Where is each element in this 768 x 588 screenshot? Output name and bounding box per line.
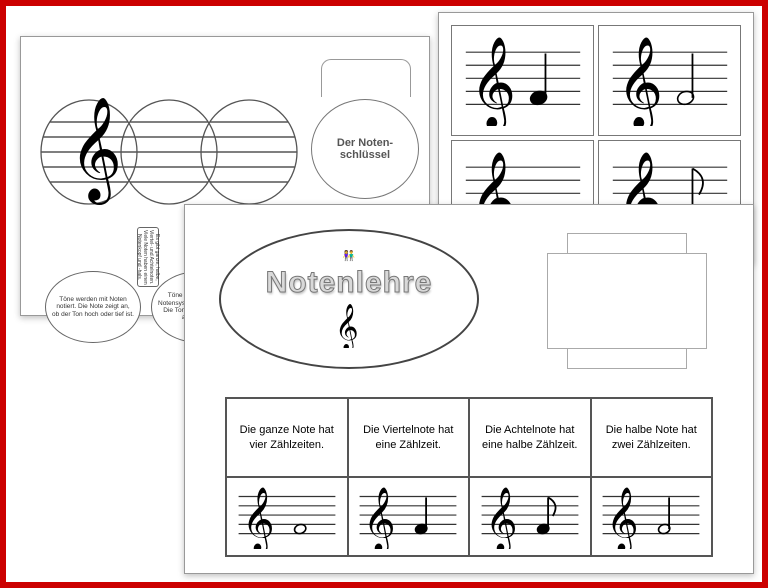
- memo-fold: Noten-werte-Memo: [547, 233, 707, 369]
- staff-note-icon: 𝄞: [353, 485, 463, 549]
- note-icon-cell: 𝄞: [469, 477, 591, 556]
- notenschluessel-label: Der Noten-schlüssel: [337, 137, 393, 161]
- note-value-table: Die ganze Note hat vier Zählzeiten. Die …: [225, 397, 713, 557]
- notenschluessel-oval: Der Noten-schlüssel: [311, 99, 419, 199]
- note-text-cell: Die ganze Note hat vier Zählzeiten.: [226, 398, 348, 477]
- staff-note-icon: 𝄞: [458, 36, 588, 126]
- staff-note-icon: 𝄞: [605, 36, 735, 126]
- note-text-cell: Die halbe Note hat zwei Zählzeiten.: [591, 398, 713, 477]
- staff-note-icon: 𝄞: [475, 485, 585, 549]
- note-text-cell: Die Achtelnote hat eine halbe Zählzeit.: [469, 398, 591, 477]
- flower-stem-text: Es gibt ganze, halbe, Viertel- und Achte…: [137, 227, 159, 287]
- kids-icon: 👫: [343, 251, 355, 262]
- svg-text:𝄞: 𝄞: [363, 486, 396, 548]
- staff-note-icon: 𝄞: [596, 485, 706, 549]
- note-icon-cell: 𝄞: [226, 477, 348, 556]
- note-icon-cell: 𝄞: [591, 477, 713, 556]
- main-sheet: 👫 Notenlehre 𝄞 Noten-werte-Memo Die ganz…: [184, 204, 754, 574]
- note-card: 𝄞: [451, 25, 594, 136]
- staff-note-icon: 𝄞: [232, 485, 342, 549]
- svg-text:𝄞: 𝄞: [485, 486, 518, 548]
- note-text-cell: Die Viertelnote hat eine Zählzeit.: [348, 398, 470, 477]
- treble-clef-icon: 𝄞: [69, 98, 122, 205]
- note-icon-cell: 𝄞: [348, 477, 470, 556]
- svg-text:𝄞: 𝄞: [616, 38, 662, 126]
- treble-clef-icon: 𝄞: [335, 304, 363, 348]
- flower-petal-left: Töne werden mit Noten notiert. Die Note …: [45, 271, 141, 343]
- title-oval: 👫 Notenlehre 𝄞: [219, 229, 479, 369]
- page-title: Notenlehre: [266, 266, 433, 300]
- svg-text:𝄞: 𝄞: [469, 38, 515, 126]
- memo-label: Noten-werte-Memo: [567, 253, 687, 349]
- oval-staff-strip: 𝄞: [39, 97, 299, 207]
- fold-tab: [321, 59, 411, 97]
- svg-text:𝄞: 𝄞: [335, 304, 359, 348]
- svg-text:𝄞: 𝄞: [606, 486, 639, 548]
- svg-text:𝄞: 𝄞: [242, 486, 275, 548]
- note-card: 𝄞: [598, 25, 741, 136]
